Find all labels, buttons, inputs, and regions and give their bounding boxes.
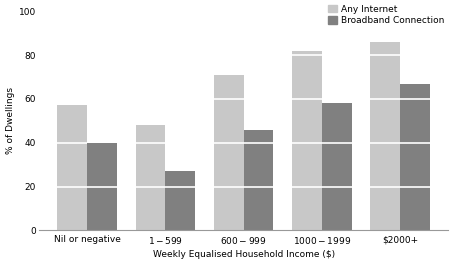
Bar: [244, 130, 273, 230]
Bar: [57, 105, 87, 230]
Bar: [322, 103, 351, 230]
Legend: Any Internet, Broadband Connection: Any Internet, Broadband Connection: [328, 5, 444, 25]
Bar: [400, 83, 430, 230]
Bar: [292, 51, 322, 230]
Bar: [214, 75, 244, 230]
Bar: [136, 125, 165, 230]
Bar: [370, 42, 400, 230]
X-axis label: Weekly Equalised Household Income ($): Weekly Equalised Household Income ($): [153, 250, 335, 259]
Bar: [165, 171, 195, 230]
Y-axis label: % of Dwellings: % of Dwellings: [5, 87, 15, 154]
Bar: [87, 143, 117, 230]
